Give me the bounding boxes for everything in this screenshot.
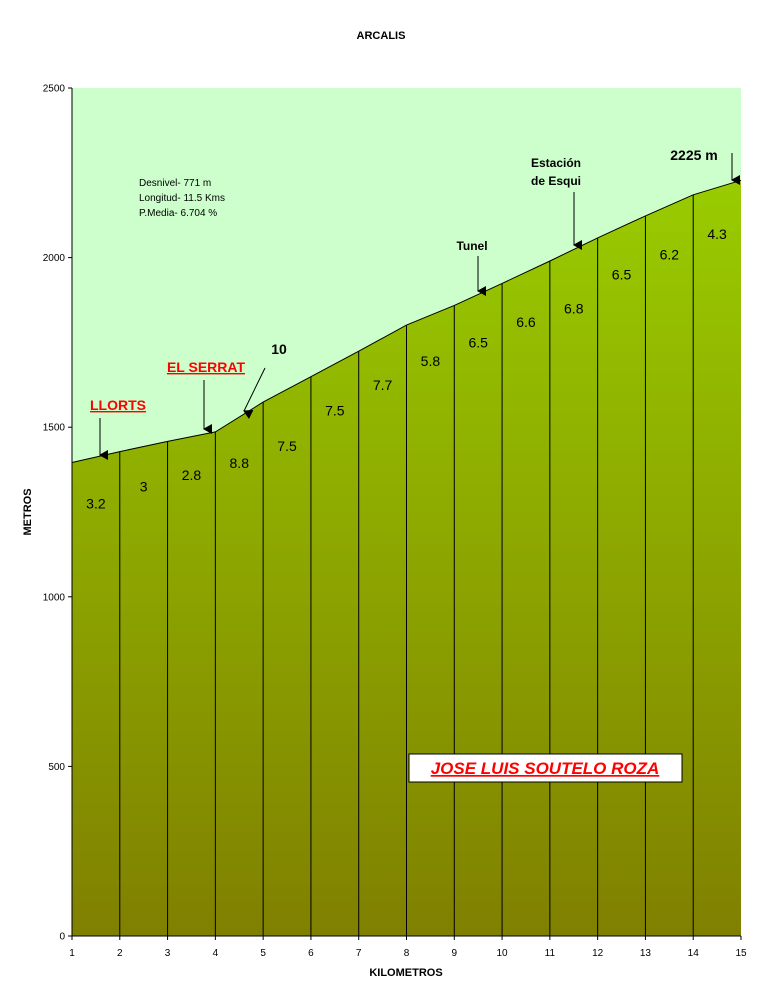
x-tick-label: 11 [545, 948, 556, 959]
annotations: LLORTS EL SERRAT 10 Tunel Estación de Es… [90, 147, 740, 460]
y-tick-label: 1000 [43, 592, 66, 603]
y-tick-label: 1500 [43, 423, 66, 434]
x-tick-label: 13 [640, 948, 652, 959]
stats-box: Desnivel- 771 m Longitud- 11.5 Kms P.Med… [139, 178, 225, 219]
gradient-label: 8.8 [230, 455, 250, 471]
author-box-frame [408, 753, 683, 783]
y-tick-label: 2500 [43, 84, 66, 95]
stat-desnivel: Desnivel- 771 m [139, 178, 211, 189]
x-tick-label: 4 [213, 948, 219, 959]
gradient-label: 7.5 [277, 438, 297, 454]
x-tick-label: 8 [404, 948, 410, 959]
gradient-label: 2.8 [182, 467, 202, 483]
stat-longitud: Longitud- 11.5 Kms [139, 193, 225, 204]
stat-pendiente-media: P.Media- 6.704 % [139, 208, 217, 219]
gradient-label: 7.5 [325, 402, 345, 418]
gradient-label: 7.7 [373, 377, 393, 393]
max-gradient-arrow [243, 367, 266, 420]
gradient-label: 3.2 [86, 496, 106, 512]
gradient-label: 5.8 [421, 353, 441, 369]
gradient-label: 6.5 [612, 267, 632, 283]
x-tick-label: 9 [452, 948, 458, 959]
chart-title: ARCALIS [357, 30, 406, 42]
x-tick-label: 5 [260, 948, 266, 959]
y-axis-ticks: 0 500 1000 1500 2000 2500 [43, 84, 72, 943]
segment-gradient-labels: 3.2 3 2.8 8.8 7.5 7.5 7.7 5.8 6.5 6.6 6.8 6.5 6.2 4.3 [86, 226, 727, 512]
elevation-line [71, 179, 742, 463]
x-tick-label: 6 [308, 948, 314, 959]
el-serrat-label: EL SERRAT [167, 359, 245, 375]
gradient-label: 6.5 [468, 334, 488, 350]
gradient-label: 4.3 [707, 226, 727, 242]
estacion-label-line2: de Esqui [531, 174, 581, 188]
y-tick-label: 0 [59, 932, 65, 943]
x-axis-title: KILOMETROS [369, 967, 442, 979]
x-tick-label: 15 [735, 948, 747, 959]
gradient-label: 6.2 [660, 246, 680, 262]
x-tick-label: 12 [592, 948, 604, 959]
x-tick-label: 7 [356, 948, 362, 959]
gradient-label: 6.8 [564, 301, 584, 317]
km-divider-lines [119, 194, 694, 936]
author-label: JOSE LUIS SOUTELO ROZA [431, 759, 660, 778]
y-axis-title: METROS [22, 488, 34, 535]
x-tick-label: 10 [497, 948, 509, 959]
gradient-label: 3 [140, 479, 148, 495]
x-tick-label: 2 [117, 948, 123, 959]
author-box: JOSE LUIS SOUTELO ROZA [408, 753, 683, 783]
x-tick-label: 14 [688, 948, 700, 959]
tunel-label: Tunel [456, 239, 487, 253]
y-tick-label: 500 [48, 762, 65, 773]
x-axis-ticks: 1 2 3 4 5 6 7 8 9 10 11 12 13 14 15 [69, 936, 747, 959]
llorts-label: LLORTS [90, 397, 146, 413]
gradient-label: 6.6 [516, 314, 536, 330]
y-tick-label: 2000 [43, 253, 66, 264]
estacion-label-line1: Estación [531, 156, 581, 170]
x-tick-label: 1 [69, 948, 75, 959]
x-tick-label: 3 [165, 948, 171, 959]
summit-label: 2225 m [670, 147, 717, 163]
max-gradient-label: 10 [271, 341, 287, 357]
